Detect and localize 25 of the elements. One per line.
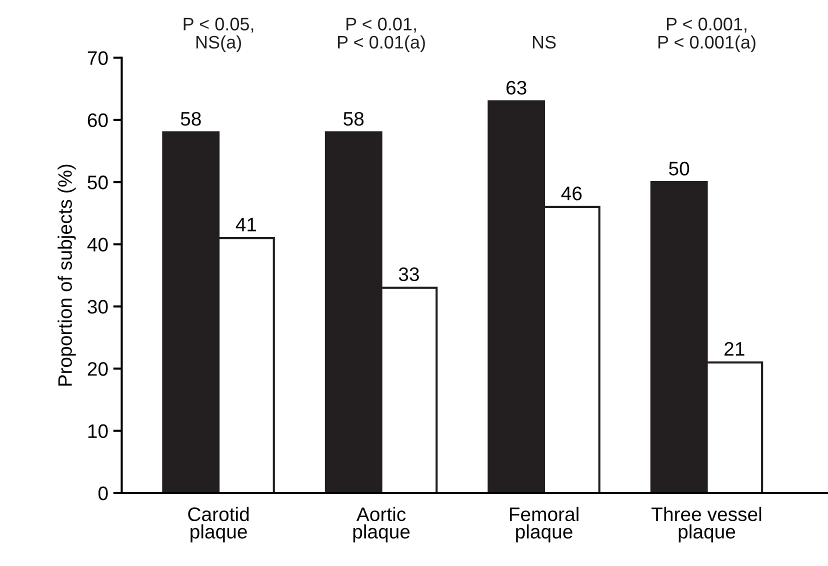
data-label: 63 — [506, 80, 526, 95]
x-tick-label: Aortic plaque — [353, 506, 410, 542]
data-label: 21 — [724, 342, 744, 356]
x-tick-label: Femoral plaque — [510, 506, 578, 542]
text: P < 0.05, NS(a) — [184, 18, 254, 52]
y-tick-label: 0 — [98, 486, 108, 500]
y-tick-label: 70 — [88, 51, 108, 65]
y-axis-title: Proportion of subjects (%) — [58, 164, 76, 386]
y-tick-label: 40 — [87, 238, 108, 252]
y-tick-label: 10 — [88, 424, 108, 438]
data-label: 58 — [180, 112, 201, 126]
y-tick-label: 50 — [88, 176, 108, 190]
x-tick-label: Three vessel plaque — [652, 506, 762, 542]
data-label: 33 — [398, 267, 419, 282]
y-tick-label: 20 — [88, 362, 108, 376]
y-tick-label: 30 — [88, 300, 108, 314]
data-label: 46 — [561, 186, 582, 200]
data-label: 50 — [669, 162, 690, 176]
text: P < 0.001, P < 0.001(a) — [658, 18, 756, 52]
y-tick-label: 60 — [88, 113, 108, 128]
data-label: 41 — [236, 218, 256, 232]
data-label: 58 — [344, 112, 364, 126]
text: NS — [532, 36, 556, 49]
text: P < 0.01, P < 0.01(a) — [338, 18, 425, 52]
x-tick-label: Carotid plaque — [188, 506, 249, 542]
